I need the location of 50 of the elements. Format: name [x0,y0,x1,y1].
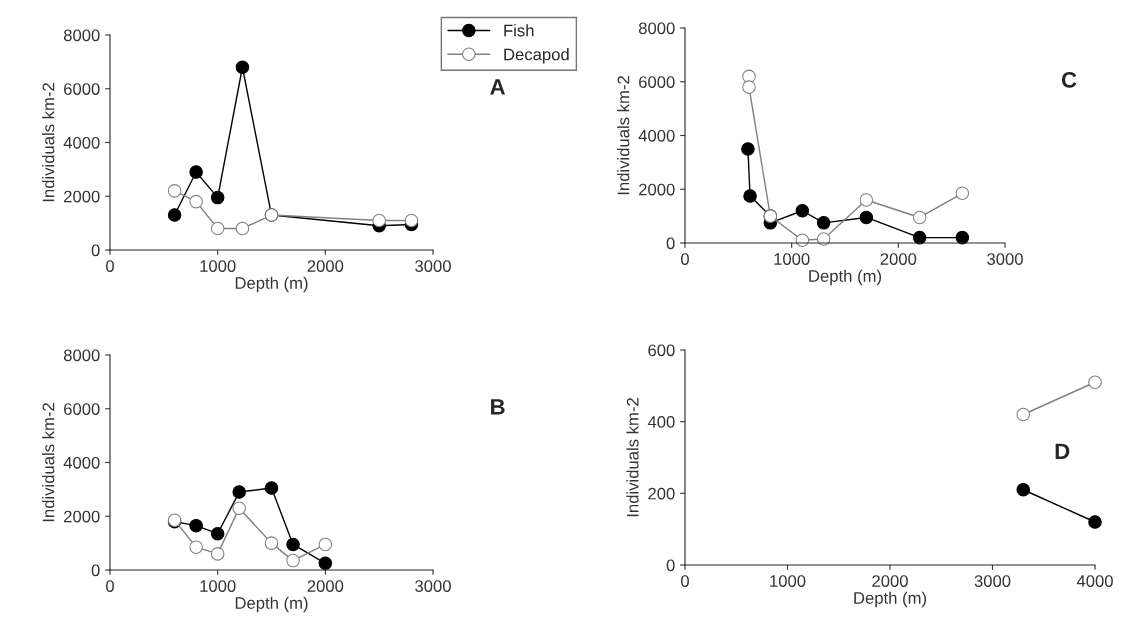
x-tick-label: 2000 [307,580,344,592]
y-tick-label: 0 [91,564,100,577]
y-tick-label: 8000 [63,29,100,42]
y-tick-label: 0 [666,237,675,250]
x-tick-label: 2000 [872,575,908,587]
x-tick-label: 0 [106,580,114,592]
y-tick-label: 6000 [64,403,100,415]
y-tick-label: 8000 [638,22,675,35]
legend-label: Fish [504,24,534,37]
y-tick-label: 400 [647,416,675,428]
text: C [1061,71,1077,88]
x-tick-label: 3000 [415,260,451,272]
y-tick-label: 2000 [64,510,100,523]
x-tick-label: 1000 [200,580,236,592]
y-tick-label: 4000 [638,129,675,142]
y-axis-title: Individuals km-2 [42,403,55,522]
x-tick-label: 0 [106,260,114,272]
y-axis-title: Individuals km-2 [626,398,639,517]
x-tick-label: 0 [681,253,689,265]
y-tick-label: 6000 [639,76,675,88]
legend-label: Decapod [504,48,569,64]
x-tick-label: 2000 [307,260,344,272]
x-tick-label: 3000 [974,575,1011,587]
y-tick-label: 600 [648,344,675,357]
x-tick-label: 4000 [1076,575,1113,587]
y-tick-label: 0 [666,559,675,572]
x-axis-title: Depth (m) [854,591,927,608]
y-tick-label: 4000 [63,136,100,149]
x-tick-label: 3000 [987,253,1023,265]
x-tick-label: 1000 [774,253,810,265]
x-tick-label: 1000 [770,575,806,587]
x-axis-title: Depth (m) [235,596,308,613]
text: A [490,79,506,95]
y-axis-title: Individuals km-2 [42,83,55,202]
x-axis-title: Depth (m) [235,276,308,293]
text: B [491,399,505,415]
x-tick-label: 3000 [415,580,451,592]
y-tick-label: 6000 [64,83,100,95]
annotation: D [1055,443,1070,459]
x-tick-label: 0 [681,575,689,587]
y-tick-label: 8000 [63,349,100,362]
x-axis-title: Depth (m) [809,269,882,286]
y-tick-label: 2000 [64,190,100,203]
y-axis-title: Individuals km-2 [617,76,630,195]
y-tick-label: 2000 [639,183,675,196]
x-tick-label: 2000 [880,253,917,265]
y-tick-label: 200 [648,487,675,500]
x-tick-label: 1000 [200,260,236,272]
y-tick-label: 4000 [63,456,100,469]
y-tick-label: 0 [91,244,100,257]
